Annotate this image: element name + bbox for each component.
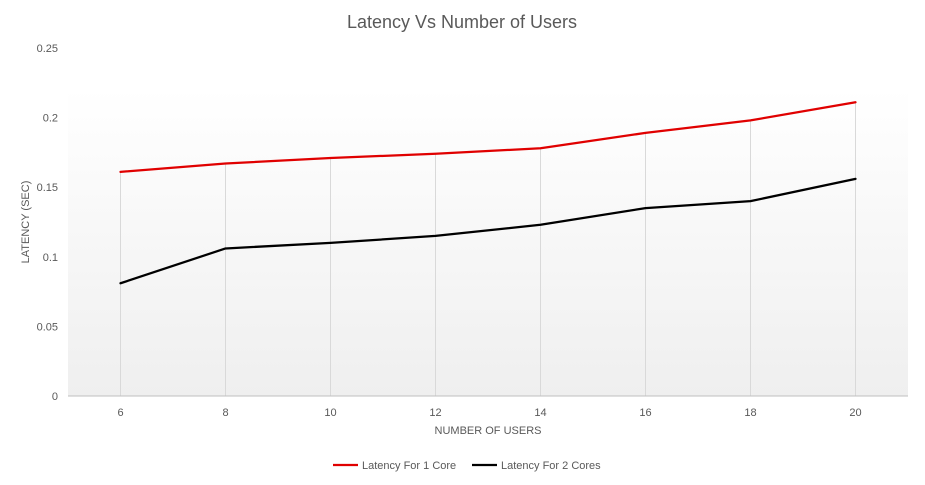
y-axis-title: LATENCY (SEC) (20, 181, 32, 264)
legend-label-1: Latency For 1 Core (362, 460, 456, 472)
y-tick-label: 0.05 (37, 321, 58, 333)
x-tick-label: 12 (429, 407, 441, 419)
gridlines (120, 102, 856, 396)
x-tick-label: 6 (117, 407, 123, 419)
series-line-1 (119, 101, 857, 174)
y-tick-label: 0.1 (43, 252, 58, 264)
legend: Latency For 1 Core Latency For 2 Cores (333, 460, 601, 472)
y-tick-label: 0.15 (37, 182, 58, 194)
x-tick-label: 14 (534, 407, 546, 419)
legend-label-2: Latency For 2 Cores (501, 460, 601, 472)
x-tick-label: 10 (324, 407, 336, 419)
tick-labels: 6 8 10 12 14 16 18 20 0 0.05 0.1 0.15 0.2 0.25 (37, 43, 862, 419)
x-tick-label: 20 (849, 407, 861, 419)
x-tick-label: 16 (639, 407, 651, 419)
y-tick-label: 0.2 (43, 113, 58, 125)
x-tick-label: 8 (222, 407, 228, 419)
plot-area (68, 88, 908, 396)
x-axis-title: NUMBER OF USERS (435, 425, 542, 437)
y-tick-label: 0 (52, 391, 58, 403)
series-layer (119, 101, 857, 285)
chart-title: Latency Vs Number of Users (347, 12, 577, 32)
x-tick-label: 18 (744, 407, 756, 419)
y-tick-label: 0.25 (37, 43, 58, 55)
series-line-2 (119, 177, 857, 285)
